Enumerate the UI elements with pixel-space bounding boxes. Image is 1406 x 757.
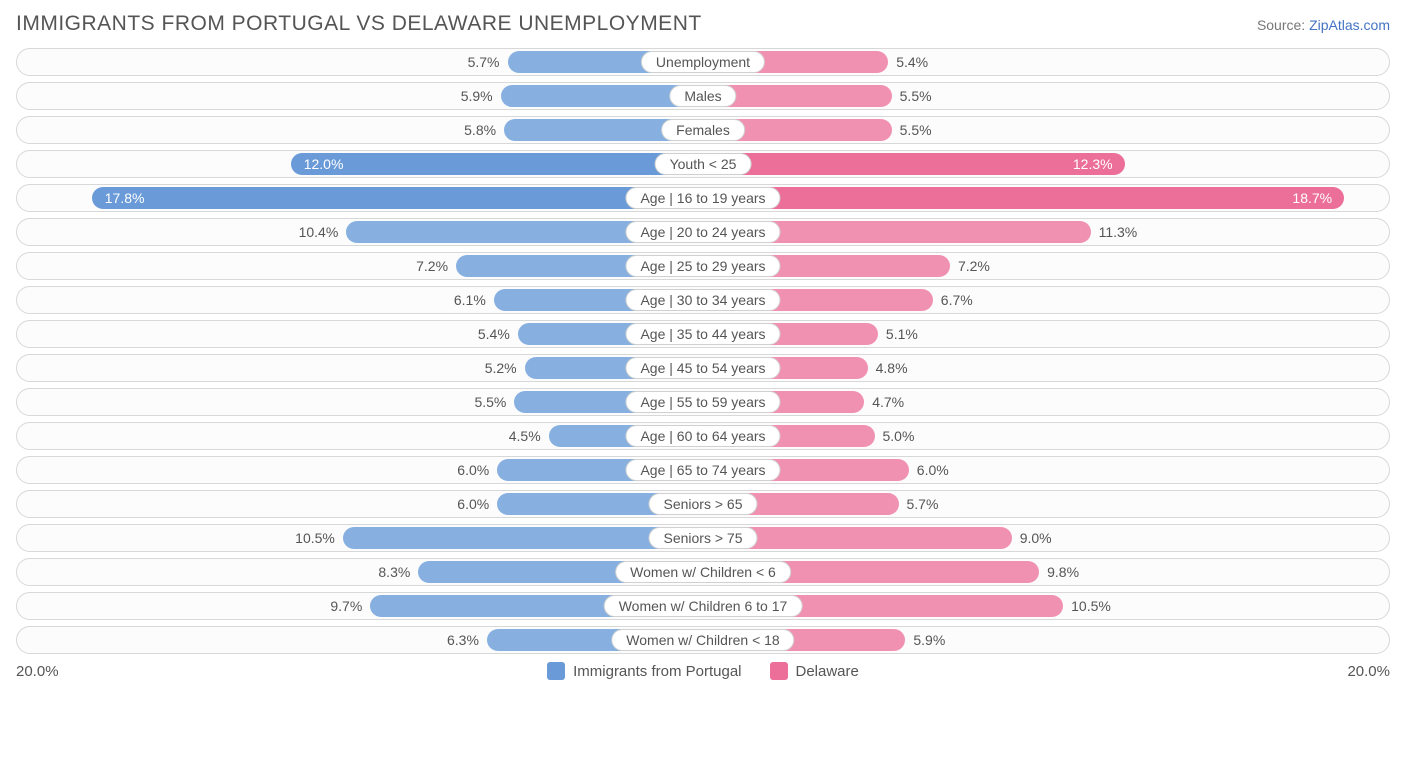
- legend-item-right: Delaware: [770, 662, 859, 680]
- category-label: Age | 55 to 59 years: [625, 391, 780, 413]
- bar-right: [703, 153, 1125, 175]
- value-left: 4.5%: [509, 423, 541, 449]
- chart-row: 5.2% 4.8% Age | 45 to 54 years: [16, 354, 1390, 382]
- chart-row: 8.3% 9.8% Women w/ Children < 6: [16, 558, 1390, 586]
- category-label: Age | 60 to 64 years: [625, 425, 780, 447]
- category-label: Women w/ Children 6 to 17: [604, 595, 803, 617]
- axis-max-right: 20.0%: [1347, 663, 1390, 680]
- value-left: 6.3%: [447, 627, 479, 653]
- value-right: 5.9%: [913, 627, 945, 653]
- category-label: Age | 25 to 29 years: [625, 255, 780, 277]
- chart-row: 6.0% 6.0% Age | 65 to 74 years: [16, 456, 1390, 484]
- value-left: 6.0%: [457, 491, 489, 517]
- category-label: Women w/ Children < 18: [611, 629, 794, 651]
- value-left: 5.2%: [485, 355, 517, 381]
- chart-row: 6.0% 5.7% Seniors > 65: [16, 490, 1390, 518]
- category-label: Youth < 25: [655, 153, 752, 175]
- value-left: 7.2%: [416, 253, 448, 279]
- category-label: Age | 30 to 34 years: [625, 289, 780, 311]
- chart-row: 6.1% 6.7% Age | 30 to 34 years: [16, 286, 1390, 314]
- source-link[interactable]: ZipAtlas.com: [1309, 17, 1390, 33]
- value-left: 10.5%: [295, 525, 335, 551]
- chart-row: 4.5% 5.0% Age | 60 to 64 years: [16, 422, 1390, 450]
- category-label: Age | 16 to 19 years: [625, 187, 780, 209]
- chart-row: 5.4% 5.1% Age | 35 to 44 years: [16, 320, 1390, 348]
- chart-header: IMMIGRANTS FROM PORTUGAL VS DELAWARE UNE…: [16, 12, 1390, 36]
- value-right: 7.2%: [958, 253, 990, 279]
- chart-source: Source: ZipAtlas.com: [1257, 17, 1390, 33]
- value-left: 10.4%: [299, 219, 339, 245]
- bar-left: [92, 187, 703, 209]
- value-left: 9.7%: [330, 593, 362, 619]
- category-label: Males: [669, 85, 736, 107]
- value-left: 8.3%: [378, 559, 410, 585]
- category-label: Age | 65 to 74 years: [625, 459, 780, 481]
- chart-row: 6.3% 5.9% Women w/ Children < 18: [16, 626, 1390, 654]
- value-right: 6.7%: [941, 287, 973, 313]
- value-right: 5.4%: [896, 49, 928, 75]
- chart-row: 10.4% 11.3% Age | 20 to 24 years: [16, 218, 1390, 246]
- category-label: Women w/ Children < 6: [615, 561, 791, 583]
- legend: Immigrants from Portugal Delaware: [547, 662, 859, 680]
- value-right: 6.0%: [917, 457, 949, 483]
- value-right: 10.5%: [1071, 593, 1111, 619]
- value-left: 17.8%: [105, 185, 145, 211]
- chart-row: 5.8% 5.5% Females: [16, 116, 1390, 144]
- category-label: Females: [661, 119, 745, 141]
- value-right: 5.7%: [907, 491, 939, 517]
- value-left: 5.4%: [478, 321, 510, 347]
- chart-title: IMMIGRANTS FROM PORTUGAL VS DELAWARE UNE…: [16, 12, 702, 36]
- category-label: Age | 45 to 54 years: [625, 357, 780, 379]
- chart-row: 12.0% 12.3% Youth < 25: [16, 150, 1390, 178]
- axis-max-left: 20.0%: [16, 663, 59, 680]
- value-right: 12.3%: [1073, 151, 1113, 177]
- source-prefix: Source:: [1257, 17, 1309, 33]
- value-right: 11.3%: [1099, 219, 1138, 245]
- bar-left: [291, 153, 703, 175]
- legend-swatch-left: [547, 662, 565, 680]
- legend-item-left: Immigrants from Portugal: [547, 662, 741, 680]
- chart-footer: 20.0% Immigrants from Portugal Delaware …: [16, 662, 1390, 680]
- value-right: 5.0%: [883, 423, 915, 449]
- chart-row: 5.5% 4.7% Age | 55 to 59 years: [16, 388, 1390, 416]
- value-right: 5.5%: [900, 117, 932, 143]
- category-label: Age | 35 to 44 years: [625, 323, 780, 345]
- chart-row: 17.8% 18.7% Age | 16 to 19 years: [16, 184, 1390, 212]
- bar-right: [703, 187, 1344, 209]
- value-left: 6.0%: [457, 457, 489, 483]
- value-right: 5.5%: [900, 83, 932, 109]
- chart-row: 5.9% 5.5% Males: [16, 82, 1390, 110]
- value-right: 9.0%: [1020, 525, 1052, 551]
- value-right: 4.7%: [872, 389, 904, 415]
- value-right: 18.7%: [1292, 185, 1332, 211]
- value-right: 5.1%: [886, 321, 918, 347]
- chart-row: 7.2% 7.2% Age | 25 to 29 years: [16, 252, 1390, 280]
- chart-row: 10.5% 9.0% Seniors > 75: [16, 524, 1390, 552]
- chart-row: 5.7% 5.4% Unemployment: [16, 48, 1390, 76]
- category-label: Seniors > 65: [649, 493, 758, 515]
- diverging-bar-chart: 5.7% 5.4% Unemployment 5.9% 5.5% Males 5.8% 5.5…: [16, 48, 1390, 654]
- value-left: 5.9%: [461, 83, 493, 109]
- value-left: 5.7%: [468, 49, 500, 75]
- value-right: 4.8%: [876, 355, 908, 381]
- value-left: 12.0%: [304, 151, 344, 177]
- value-right: 9.8%: [1047, 559, 1079, 585]
- value-left: 5.8%: [464, 117, 496, 143]
- legend-label-left: Immigrants from Portugal: [573, 663, 741, 680]
- value-left: 6.1%: [454, 287, 486, 313]
- category-label: Seniors > 75: [649, 527, 758, 549]
- value-left: 5.5%: [474, 389, 506, 415]
- chart-row: 9.7% 10.5% Women w/ Children 6 to 17: [16, 592, 1390, 620]
- category-label: Unemployment: [641, 51, 765, 73]
- legend-label-right: Delaware: [796, 663, 859, 680]
- legend-swatch-right: [770, 662, 788, 680]
- category-label: Age | 20 to 24 years: [625, 221, 780, 243]
